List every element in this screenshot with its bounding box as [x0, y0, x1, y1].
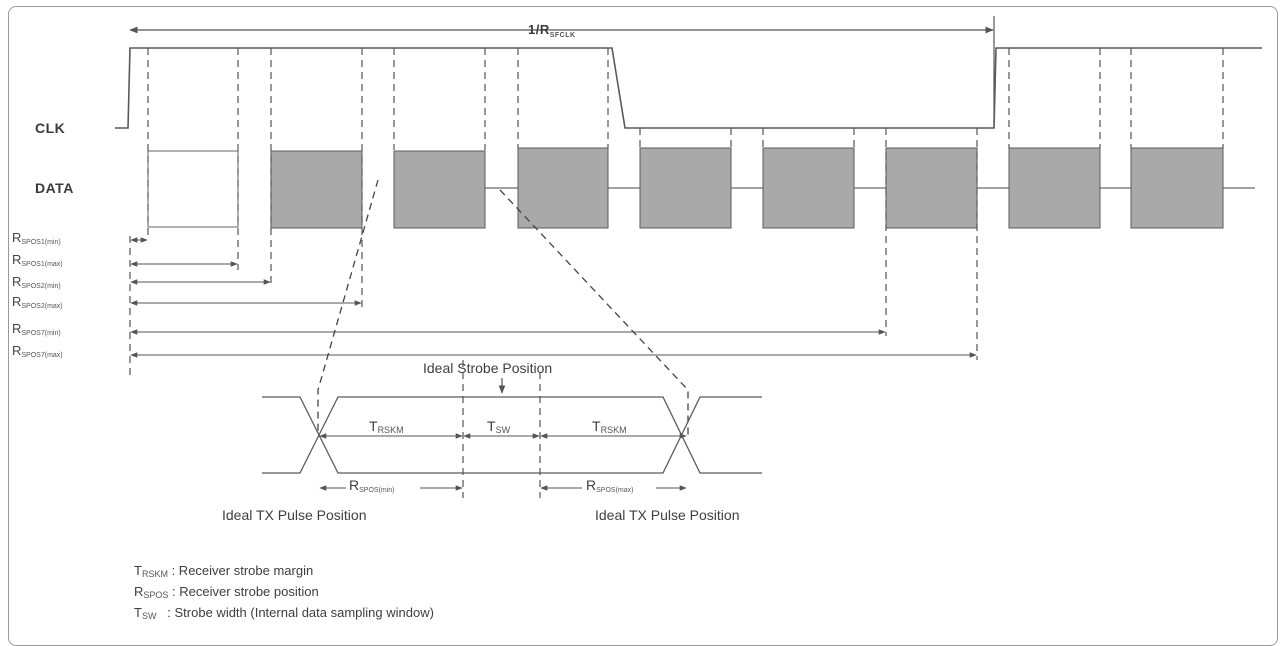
eye-detail [262, 396, 762, 474]
data-label: DATA [35, 180, 74, 196]
strobe-window-lines [462, 360, 541, 498]
rspos2-max-label: RSPOS2(max) [12, 294, 63, 310]
ideal-strobe-label: Ideal Strobe Position [423, 360, 552, 376]
clk-waveform [115, 47, 1262, 129]
rspos7-min-label: RSPOS7(min) [12, 321, 61, 337]
clk-label: CLK [35, 120, 65, 136]
period-label: 1/RSFCLK [528, 22, 576, 39]
data-pulse-9 [1130, 147, 1224, 229]
ideal-tx-right-label: Ideal TX Pulse Position [595, 507, 740, 523]
rspos-min-label: RSPOS(min) [349, 477, 395, 494]
data-pulses [147, 147, 1224, 229]
rspos-max-label: RSPOS(max) [586, 477, 633, 494]
data-pulse-8 [1008, 147, 1101, 229]
data-pulse-5 [639, 147, 732, 229]
strobe-guides [129, 48, 1224, 378]
trskm-left-bg [365, 418, 417, 434]
data-pulse-3 [393, 150, 486, 229]
legend-rspos: RSPOS : Receiver strobe position [134, 584, 319, 600]
ideal-tx-left-label: Ideal TX Pulse Position [222, 507, 367, 523]
legend-tsw: TSW : Strobe width (Internal data sampli… [134, 605, 434, 621]
zoom-lines [317, 179, 689, 435]
timing-rows: RSPOS1(min) RSPOS1(max) RSPOS2(min) RSPO… [12, 230, 977, 359]
rspos-max-bg [582, 477, 656, 493]
data-pulse-4 [517, 147, 609, 229]
tsw-bg [480, 418, 524, 434]
rspos1-min-label: RSPOS1(min) [12, 230, 61, 246]
trskm-right-label: TRSKM [592, 418, 627, 435]
legend-trskm: TRSKM : Receiver strobe margin [134, 563, 313, 579]
trskm-left-label: TRSKM [369, 418, 404, 435]
data-pulse-7 [885, 147, 978, 229]
data-pulse-1 [147, 150, 239, 228]
rspos7-max-label: RSPOS7(max) [12, 343, 63, 359]
timing-diagram: 1/RSFCLK CLK DATA [12, 16, 1262, 621]
data-pulse-2 [270, 150, 363, 229]
data-pulse-6 [762, 147, 855, 229]
legend: TRSKM : Receiver strobe margin RSPOS : R… [134, 563, 434, 621]
rspos2-min-label: RSPOS2(min) [12, 274, 61, 290]
tsw-label: TSW [487, 418, 511, 435]
trskm-right-bg [588, 418, 640, 434]
rspos-min-bg [346, 477, 420, 493]
rspos1-max-label: RSPOS1(max) [12, 252, 63, 268]
